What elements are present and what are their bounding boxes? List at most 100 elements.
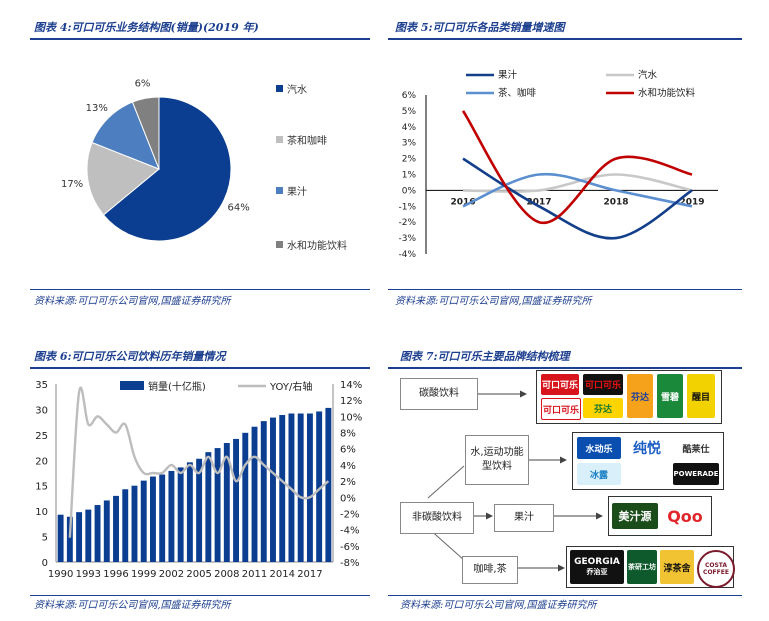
pie-chart: 64% 17% 13% 6% <box>61 79 250 242</box>
volume-bar <box>325 407 332 562</box>
volume-bar <box>122 489 129 562</box>
logo-aquarius: 水动乐 <box>577 437 621 459</box>
y-right-tick-label: 14% <box>340 380 362 391</box>
y-right-tick-label: -8% <box>340 558 359 569</box>
line-chart: 6% 5% 4% 3% 2% 1% 0% -1% -2% -3% -4% 2016 2017 2018 20… <box>398 69 718 260</box>
y-tick-label: -3% <box>398 234 416 244</box>
x-tick-label: 2002 <box>159 569 184 580</box>
volume-bar <box>196 458 203 562</box>
y-left-tick-label: 15 <box>35 482 48 493</box>
y-left-tick-label: 30 <box>35 405 48 416</box>
pie-source-rule <box>30 289 370 290</box>
y-tick-label: 3% <box>402 139 417 149</box>
x-tick-label: 2014 <box>269 569 294 580</box>
bar-source: 资料来源:可口可乐公司官网,国盛证券研究所 <box>34 600 231 611</box>
legend-water-func: 水和功能饮料 <box>638 87 696 99</box>
bar-chart: 35 30 25 20 15 10 5 0 14% 12% 10% 8% 6% 4% 2% 0% -2% -4% -… <box>35 380 362 580</box>
volume-bar <box>76 512 83 562</box>
logo-icedew: 冰露 <box>577 463 621 485</box>
pie-value-label: 64% <box>228 202 250 213</box>
y-tick-label: 2% <box>402 155 417 165</box>
legend-label: 果汁 <box>287 187 307 198</box>
volume-bar <box>103 500 110 562</box>
volume-bar <box>159 474 166 562</box>
y-tick-label: -1% <box>398 202 416 212</box>
y-right-tick-label: 10% <box>340 412 362 423</box>
volume-bar <box>205 452 212 562</box>
pie-legend-juice: 果汁 <box>276 183 307 198</box>
line-tea-coffee <box>462 172 693 208</box>
y-tick-label: -2% <box>398 218 416 228</box>
bar-source-rule <box>30 595 370 596</box>
pie-value-label: 6% <box>135 79 151 90</box>
volume-bar <box>85 509 92 562</box>
legend-juice: 果汁 <box>498 69 518 81</box>
y-left-tick-label: 35 <box>35 380 48 391</box>
y-right-tick-label: 8% <box>340 429 356 440</box>
brand-tree-title: 图表 7:可口可乐主要品牌结构梳理 <box>400 350 570 363</box>
volume-bar <box>242 432 249 562</box>
legend-swatch <box>276 85 283 92</box>
legend-label: 汽水 <box>287 85 307 96</box>
x-tick-label: 2017 <box>297 569 322 580</box>
brand-title-rule <box>388 367 742 369</box>
pie-slice-water-func <box>131 96 160 170</box>
logo-smart: 醒目 <box>687 374 715 418</box>
volume-bar <box>260 421 267 562</box>
y-right-tick-label: 4% <box>340 461 356 472</box>
volume-bar <box>316 411 323 562</box>
volume-bar <box>251 426 258 562</box>
line-juice <box>462 157 693 240</box>
volume-bar <box>168 470 175 562</box>
logo-georgia-text: GEORGIA <box>574 557 620 567</box>
y-left-tick-label: 5 <box>42 533 48 544</box>
volume-bar <box>214 448 221 562</box>
y-left-tick-label: 10 <box>35 507 48 518</box>
line-soda <box>462 173 693 193</box>
x-tick-label: 2016 <box>450 197 475 207</box>
volume-bar <box>297 413 304 562</box>
volume-bar <box>233 438 240 562</box>
logo-chun-cha: 淳茶舍 <box>660 550 694 584</box>
legend-volume: 销量(十亿瓶) <box>148 380 206 393</box>
pie-slice-juice <box>91 101 160 170</box>
bar-title-rule <box>30 367 370 369</box>
logo-powerade: POWERADE <box>673 463 719 485</box>
y-left-tick-label: 0 <box>42 558 48 569</box>
pie-legend-water-func: 水和功能饮料 <box>276 237 347 252</box>
y-left-tick-label: 25 <box>35 431 48 442</box>
legend-swatch <box>276 136 283 143</box>
pie-value-label: 17% <box>61 179 83 190</box>
line-source-rule <box>388 289 742 290</box>
volume-bar <box>140 480 147 562</box>
y-right-tick-label: -4% <box>340 526 359 537</box>
legend-label: 水和功能饮料 <box>287 241 347 252</box>
logo-qoo: Qoo <box>662 500 708 532</box>
logo-georgia-cn: 乔治亚 <box>586 568 608 576</box>
logos-juice: 美汁源 Qoo <box>608 496 712 536</box>
x-tick-label: 1999 <box>131 569 156 580</box>
logos-carbonated: 可口可乐 可口可乐 芬达 雪碧 醒目 芬达 可口可乐 <box>536 370 722 424</box>
volume-bar <box>94 505 101 562</box>
legend-swatch <box>276 241 283 248</box>
legend-soda: 汽水 <box>638 69 658 81</box>
connector-to-water <box>427 465 465 499</box>
logos-water-func: 水动乐 纯悦 酷莱仕 冰露 POWERADE <box>572 432 724 490</box>
legend-tea-coffee: 茶、咖啡 <box>498 87 537 99</box>
logo-chunyue: 纯悦 <box>625 437 669 459</box>
pie-value-label: 13% <box>86 103 108 114</box>
legend-label: 茶和咖啡 <box>287 136 327 147</box>
pie-legend-soda: 汽水 <box>276 81 307 96</box>
logos-coffee-tea: GEORGIA 乔治亚 茶研工坊 淳茶舍 COSTA COFFEE <box>566 546 735 588</box>
y-tick-label: 4% <box>402 123 417 133</box>
node-water-func: 水,运动功能型饮料 <box>465 435 529 485</box>
pie-title-rule <box>30 38 370 40</box>
volume-bar <box>177 467 184 562</box>
x-tick-label: 1990 <box>48 569 73 580</box>
node-coffee-tea: 咖啡,茶 <box>462 556 518 584</box>
logo-coca-cola-zero: 可口可乐 <box>583 374 623 395</box>
pie-slice-soda <box>102 96 232 242</box>
node-non-carbonated: 非碳酸饮料 <box>400 502 474 534</box>
x-tick-label: 2018 <box>603 197 628 207</box>
x-tick-label: 1993 <box>76 569 101 580</box>
